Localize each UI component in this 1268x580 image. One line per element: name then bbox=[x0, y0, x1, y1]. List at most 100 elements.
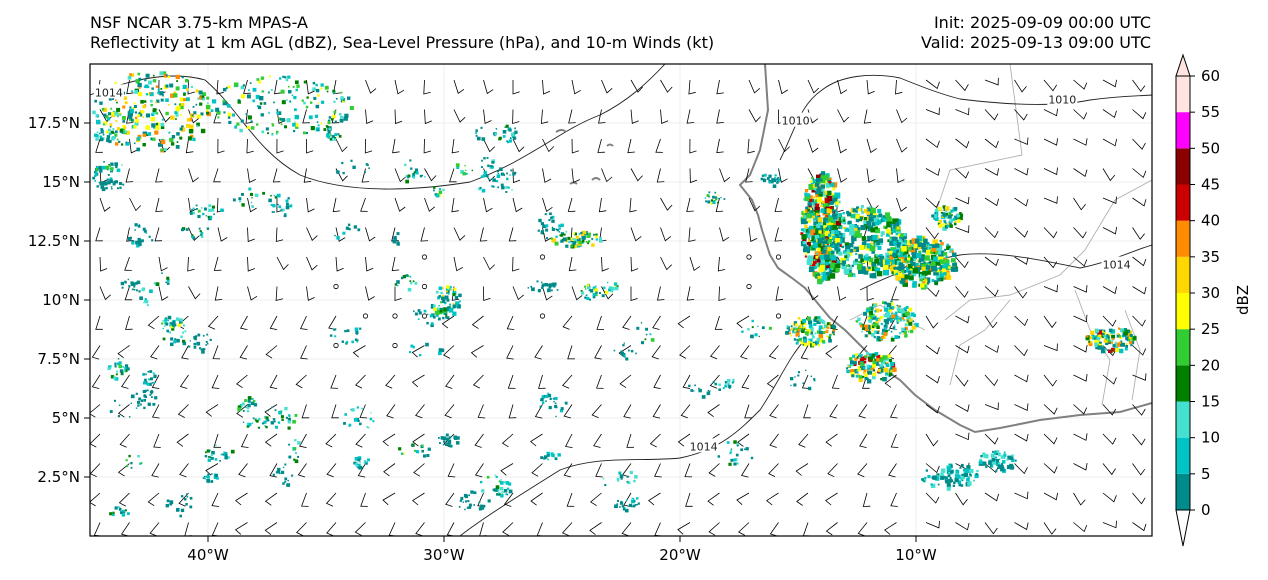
echo-cell bbox=[1095, 329, 1100, 333]
echo-cell bbox=[155, 282, 160, 286]
echo-cell bbox=[938, 219, 942, 223]
echo-cell bbox=[170, 342, 174, 347]
echo-cell bbox=[625, 357, 629, 361]
echo-cell bbox=[435, 290, 439, 294]
wind-barb bbox=[925, 79, 940, 90]
echo-cell bbox=[916, 235, 923, 242]
echo-cell bbox=[462, 172, 466, 176]
wind-barb bbox=[512, 80, 520, 95]
echo-cell bbox=[165, 322, 169, 326]
wind-barb bbox=[925, 197, 940, 209]
echo-cell bbox=[935, 269, 940, 273]
echo-cell bbox=[864, 334, 868, 338]
echo-cell bbox=[876, 354, 881, 359]
echo-cell bbox=[876, 336, 880, 340]
wind-barb bbox=[622, 315, 632, 330]
echo-cell bbox=[119, 369, 124, 373]
echo-cell bbox=[898, 262, 904, 267]
echo-cell bbox=[402, 452, 405, 455]
echo-cell bbox=[137, 404, 140, 407]
echo-cell bbox=[813, 266, 817, 270]
wind-barb bbox=[768, 463, 779, 477]
echo-cell bbox=[121, 286, 124, 289]
echo-cell bbox=[189, 124, 194, 129]
echo-cell bbox=[897, 233, 901, 237]
echo-cell bbox=[165, 111, 169, 116]
echo-cell bbox=[372, 420, 375, 423]
echo-cell bbox=[886, 316, 892, 321]
echo-cell bbox=[263, 102, 267, 105]
echo-cell bbox=[802, 343, 805, 346]
echo-cell bbox=[170, 142, 175, 146]
echo-cell bbox=[548, 219, 551, 222]
echo-cell bbox=[549, 397, 552, 400]
wind-barb bbox=[863, 109, 872, 124]
echo-cell bbox=[130, 118, 134, 122]
echo-cell bbox=[790, 334, 792, 337]
echo-cell bbox=[276, 470, 281, 474]
echo-cell bbox=[942, 226, 947, 231]
wind-barb bbox=[483, 197, 493, 213]
wind-barb bbox=[188, 168, 199, 183]
echo-cell bbox=[940, 211, 943, 214]
echo-cell bbox=[246, 425, 249, 428]
echo-cell bbox=[871, 325, 875, 328]
echo-cell bbox=[465, 172, 468, 175]
echo-cell bbox=[273, 211, 276, 213]
wind-barb bbox=[984, 168, 999, 176]
echo-cell bbox=[500, 183, 504, 187]
echo-cell bbox=[873, 369, 875, 372]
echo-cell bbox=[150, 103, 153, 107]
echo-cell bbox=[557, 453, 561, 457]
echo-cell bbox=[94, 180, 97, 182]
echo-cell bbox=[109, 126, 112, 128]
echo-cell bbox=[1101, 330, 1104, 333]
echo-cell bbox=[956, 474, 961, 479]
echo-cell bbox=[740, 448, 743, 452]
wind-barb bbox=[677, 315, 691, 329]
echo-cell bbox=[816, 252, 819, 255]
wind-barb bbox=[269, 374, 278, 389]
echo-cell bbox=[1000, 467, 1005, 472]
echo-cell bbox=[902, 239, 906, 243]
echo-cell bbox=[188, 345, 191, 348]
echo-cell bbox=[837, 242, 840, 246]
latitude-axis: 2.5°N5°N7.5°N10°N12.5°N15°N17.5°N bbox=[28, 114, 90, 486]
wind-barb bbox=[589, 522, 602, 536]
echo-cell bbox=[252, 400, 256, 403]
echo-cell bbox=[357, 458, 361, 462]
wind-barb bbox=[534, 345, 543, 360]
echo-cell bbox=[623, 354, 626, 357]
wind-barb bbox=[512, 286, 524, 301]
isobar-label: 1014 bbox=[1103, 259, 1131, 272]
echo-cell bbox=[110, 130, 114, 134]
echo-cell bbox=[866, 324, 871, 329]
echo-cell bbox=[179, 127, 183, 131]
echo-cell bbox=[958, 215, 963, 221]
echo-cell bbox=[222, 87, 227, 92]
echo-cell bbox=[227, 85, 231, 89]
echo-cell bbox=[109, 123, 113, 127]
echo-cell bbox=[1126, 339, 1129, 342]
echo-cell bbox=[103, 161, 105, 163]
echo-cell bbox=[627, 481, 631, 485]
wind-barb bbox=[299, 433, 307, 448]
echo-cell bbox=[645, 327, 648, 331]
wind-barb bbox=[601, 286, 614, 300]
echo-cell bbox=[785, 330, 789, 335]
echo-cell bbox=[883, 314, 887, 318]
wind-barb bbox=[1043, 492, 1058, 501]
echo-cell bbox=[438, 348, 443, 352]
echo-cell bbox=[234, 125, 237, 128]
lat-tick-label: 2.5°N bbox=[37, 468, 80, 486]
echo-cell bbox=[165, 317, 167, 319]
wind-barb bbox=[595, 463, 603, 478]
echo-cell bbox=[933, 272, 937, 276]
echo-cell bbox=[335, 97, 338, 100]
wind-barb bbox=[955, 138, 970, 149]
echo-cell bbox=[257, 80, 262, 84]
calm-wind-marker bbox=[333, 283, 339, 290]
wind-barb bbox=[155, 197, 163, 213]
echo-cell bbox=[896, 304, 899, 307]
echo-cell bbox=[400, 452, 404, 455]
